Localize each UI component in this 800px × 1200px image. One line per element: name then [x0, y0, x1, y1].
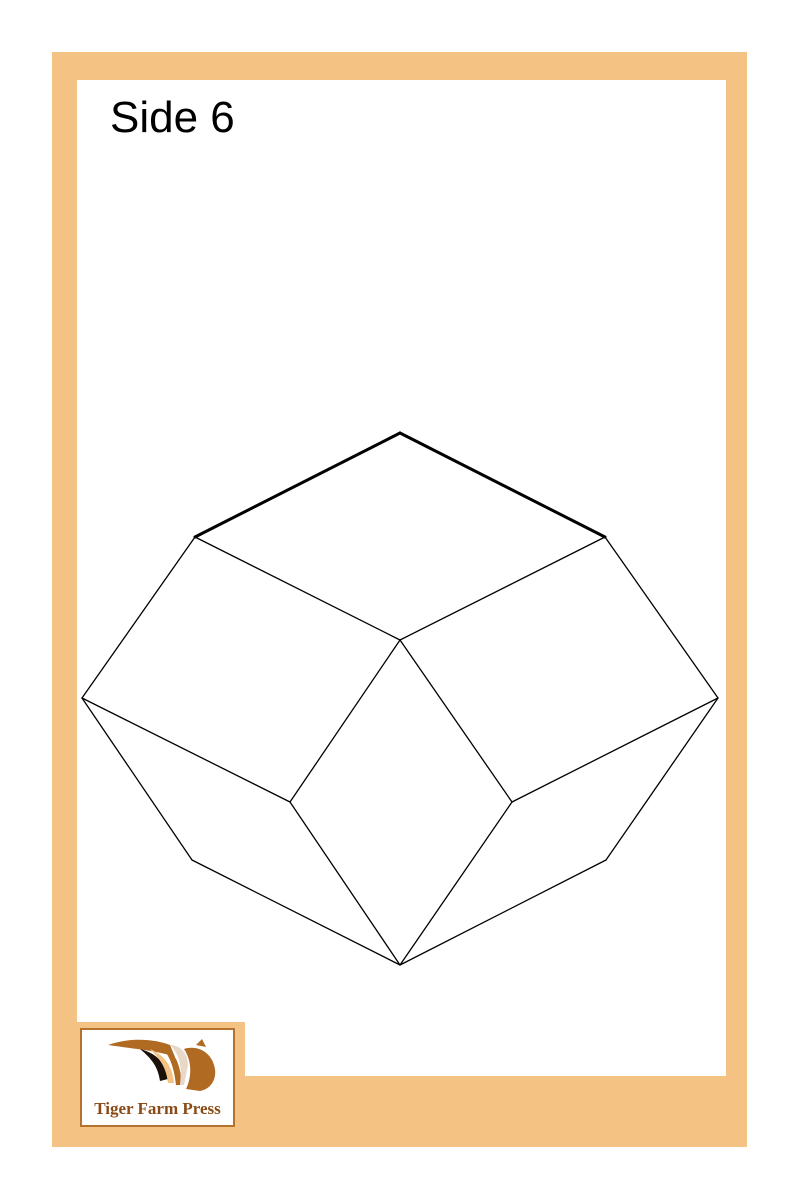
center-right-edge	[399, 639, 513, 803]
tiger-icon	[108, 1039, 216, 1091]
card-panel	[77, 80, 726, 1076]
left-upper-outer	[81, 536, 196, 699]
top-edge-left	[193, 431, 402, 539]
center-lower-right	[399, 801, 513, 966]
right-lower-outer	[605, 697, 719, 861]
top-face-lower-right	[399, 536, 606, 641]
side-title: Side 6	[110, 93, 235, 142]
top-edge-right	[398, 431, 607, 539]
top-face-lower-left	[194, 536, 401, 641]
right-lower-bottom	[399, 859, 607, 966]
logo-text: Tiger Farm Press	[94, 1099, 221, 1118]
right-upper-lower	[511, 697, 719, 803]
center-lower-left	[289, 801, 401, 966]
right-upper-outer	[604, 536, 719, 699]
left-lower-bottom	[191, 859, 401, 966]
left-upper-lower	[81, 697, 291, 803]
left-lower-outer	[81, 697, 193, 861]
center-left-edge	[289, 639, 401, 803]
